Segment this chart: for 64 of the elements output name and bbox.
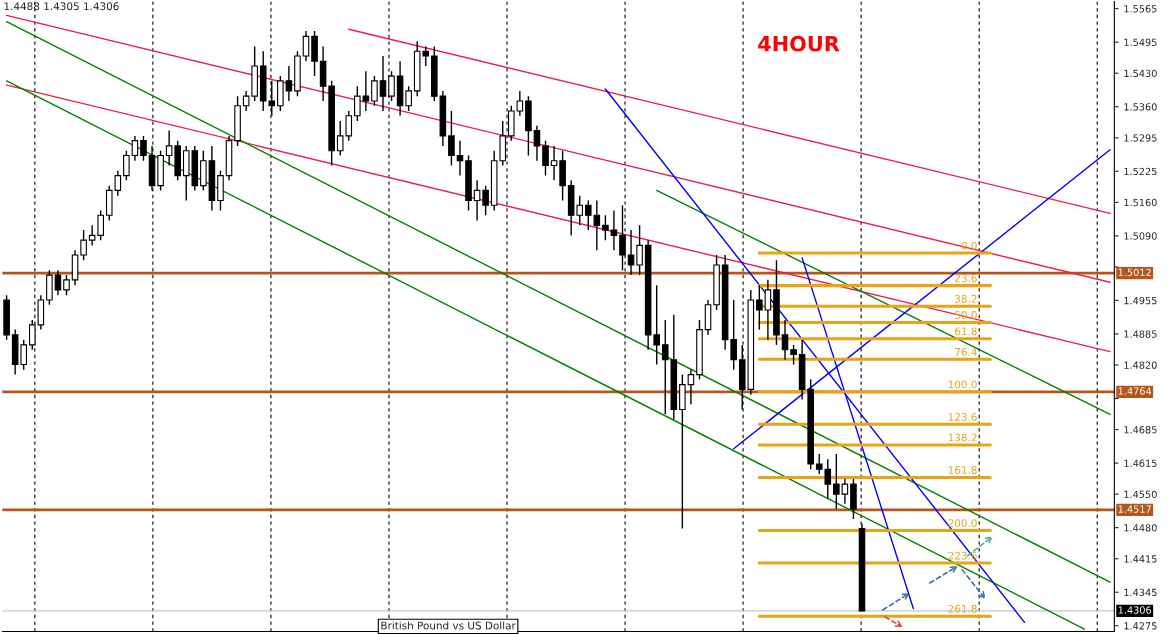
y-tick-label: 1.4550 [1124, 490, 1157, 499]
y-tick-label: 1.4275 [1124, 622, 1157, 630]
y-tick-label: 1.5430 [1124, 69, 1157, 78]
series-label: 123.6 [948, 413, 977, 421]
y-tick-label: 1.4615 [1124, 459, 1157, 467]
y-tick-label: 1.5160 [1124, 198, 1157, 207]
candlestick [302, 30, 310, 62]
candlestick [482, 184, 489, 216]
candlestick [764, 279, 772, 341]
y-tick-label: 1.4885 [1124, 330, 1157, 338]
candlestick [448, 110, 455, 167]
series-label: 138.2 [948, 433, 977, 442]
candlestick [285, 65, 293, 102]
ref-line-label: 1.4517 [1118, 505, 1151, 513]
candlestick [790, 344, 797, 366]
candlestick [756, 284, 763, 331]
candlestick [379, 55, 387, 112]
annotation: 1.4488 1.4305 1.4306 [4, 2, 119, 11]
annotation: British Pound vs US Dollar [381, 621, 516, 630]
candlestick [533, 125, 541, 162]
y-tick-label: 1.5565 [1124, 5, 1157, 13]
candlestick [627, 229, 635, 276]
candlestick [131, 135, 139, 162]
candlestick [63, 274, 70, 296]
candlestick [550, 145, 558, 182]
text: 4HOUR [758, 35, 840, 52]
y-tick-label: 1.4955 [1124, 296, 1157, 305]
candlestick [371, 75, 378, 107]
series-label: 161.8 [948, 466, 977, 474]
series-label: 0.0 [961, 241, 977, 250]
y-tick-label: 1.4685 [1124, 426, 1157, 434]
candlestick [123, 150, 130, 182]
candlestick [636, 224, 643, 276]
series-label: 100.0 [948, 380, 977, 389]
series-label: 76.4 [955, 347, 977, 356]
y-tick-label: 1.5225 [1124, 167, 1157, 176]
candlestick [473, 179, 481, 222]
candlestick [602, 214, 609, 241]
y-tick-label: 1.5295 [1124, 134, 1157, 142]
candlestick [80, 229, 87, 261]
candlestick [687, 369, 695, 405]
series-label: 261.8 [948, 604, 977, 613]
series-label: 61.8 [955, 327, 977, 336]
ref-line-label: 1.4306 [1118, 606, 1152, 614]
y-tick-label: 1.4480 [1124, 524, 1157, 532]
series-label: 23.6 [955, 274, 977, 283]
candlestick [841, 478, 849, 505]
y-tick-label: 1.4415 [1124, 555, 1157, 563]
candlestick [781, 319, 789, 361]
y-tick-label: 1.5090 [1124, 232, 1157, 240]
candlestick [833, 453, 840, 510]
y-tick-label: 1.4820 [1124, 361, 1157, 369]
candlestick [405, 85, 412, 112]
candlestick [542, 139, 549, 177]
series-label: 200.0 [948, 519, 977, 528]
candlestick [54, 269, 62, 296]
y-tick-label: 1.5360 [1124, 103, 1157, 111]
series-label: 38.2 [955, 294, 977, 303]
ref-line-label: 1.5012 [1118, 268, 1151, 276]
y-tick-label: 1.4345 [1124, 588, 1157, 597]
candlestick [610, 209, 618, 251]
candlestick [140, 135, 147, 162]
ref-line-label: 1.4764 [1118, 387, 1152, 395]
y-tick-label: 1.5495 [1124, 38, 1157, 46]
